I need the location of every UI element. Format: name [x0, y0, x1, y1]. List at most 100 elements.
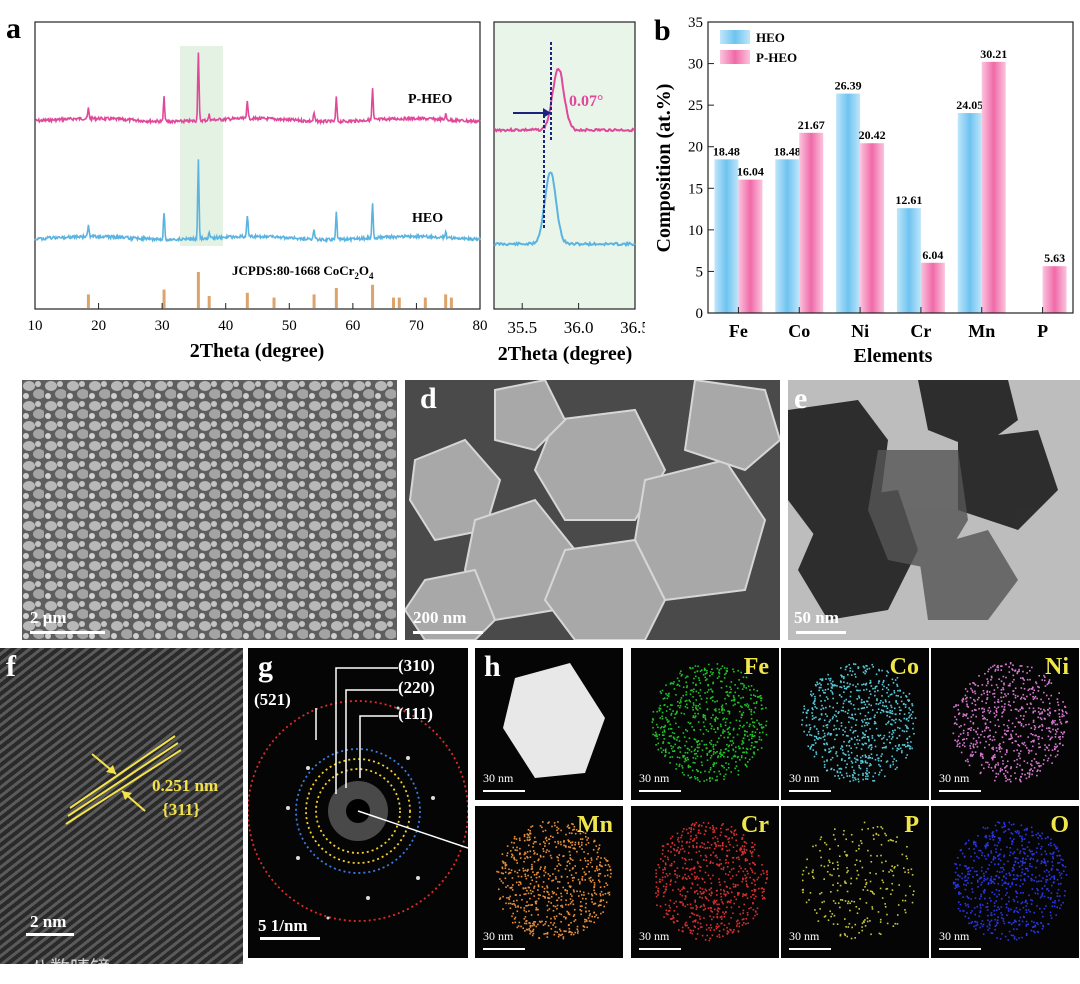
eds-scale-bar — [483, 790, 525, 792]
y-tick-label: 25 — [688, 98, 703, 114]
eds-scale-bar — [483, 948, 525, 950]
bar-y-ticks: 0 5 10 15 20 25 30 35 — [688, 15, 714, 322]
panel-letter-b: b — [654, 14, 671, 47]
bar-heo-co — [775, 159, 800, 313]
bar-value-label: 30.21 — [980, 47, 1007, 61]
y-tick-label: 10 — [688, 223, 703, 239]
sem-image-d: 200 nm — [405, 380, 780, 640]
bar-ylabel: Composition (at.%) — [653, 84, 675, 253]
scale-label-d: 200 nm — [413, 608, 467, 627]
reference-peak — [449, 297, 453, 308]
panel-letter-e: e — [794, 382, 808, 415]
bar-p-heo-p — [1042, 266, 1067, 313]
category-label: Cr — [910, 321, 931, 341]
shift-label: 0.07° — [569, 93, 603, 110]
eds-scale-bar — [639, 948, 681, 950]
sem-image-c: 2 μm — [22, 380, 397, 640]
reference-peak — [334, 288, 338, 308]
panel-letter-g: g — [258, 650, 273, 683]
saed-label-111: (111) — [398, 704, 433, 723]
zoom-x-tick-label: 35.5 — [507, 318, 537, 337]
bar-p-heo-fe — [738, 179, 763, 313]
reference-peak — [397, 297, 401, 308]
reference-peak — [444, 294, 448, 308]
eds-scale-bar — [789, 948, 831, 950]
watermark: 八数晴镜 — [30, 956, 110, 980]
scale-label-f: 2 nm — [30, 912, 67, 931]
bar-value-label: 24.05 — [956, 98, 983, 112]
eds-scale-bar — [639, 790, 681, 792]
x-tick-label: 70 — [409, 318, 424, 334]
reference-peak — [423, 297, 427, 308]
d-spacing-label: 0.251 nm — [152, 776, 219, 795]
xrd-zoom-plot: 0.07° 35.5 36.0 36.5 2Theta (degree) — [493, 21, 645, 365]
y-tick-label: 20 — [688, 140, 703, 156]
eds-scale-label: 30 nm — [483, 771, 514, 785]
y-tick-label: 35 — [688, 15, 703, 31]
xrd-x-ticks: 10 20 30 40 50 60 70 80 — [28, 303, 488, 334]
saed-label-521: (521) — [254, 690, 291, 709]
eds-scale-bar — [939, 948, 981, 950]
category-label: Ni — [851, 321, 869, 341]
legend-swatch-heo — [720, 30, 750, 44]
zoom-x-tick-label: 36.0 — [564, 318, 594, 337]
x-tick-label: 40 — [218, 318, 233, 334]
legend-label-p-heo: P-HEO — [756, 50, 797, 65]
eds-element-label: Fe — [743, 654, 769, 680]
eds-map-fe: Fe 30 nm — [631, 648, 779, 800]
bar-value-label: 5.63 — [1044, 251, 1065, 265]
bar-heo-fe — [714, 159, 739, 313]
scale-bar-c — [30, 631, 105, 634]
eds-element-label: P — [904, 812, 919, 838]
plane-label: {311} — [162, 800, 200, 819]
eds-element-label: O — [1050, 812, 1069, 838]
eds-scale-label: 30 nm — [939, 771, 970, 785]
p-heo-zoom-peak — [493, 67, 636, 133]
eds-scale-label: 30 nm — [483, 929, 514, 943]
x-tick-label: 30 — [155, 318, 170, 334]
bar-legend: HEO P-HEO — [720, 30, 797, 65]
heo-label: HEO — [412, 211, 443, 226]
reference-peak — [162, 289, 166, 308]
panel-letter-h: h — [484, 650, 501, 683]
eds-scale-bar — [939, 790, 981, 792]
bar-value-label: 6.04 — [922, 248, 943, 262]
reference-peaks — [86, 272, 453, 308]
reference-peak — [207, 296, 211, 308]
scale-bar-f — [26, 933, 74, 936]
saed-ring-310 — [295, 748, 421, 874]
eds-map-cr: Cr 30 nm — [631, 806, 779, 958]
legend-label-heo: HEO — [756, 30, 785, 45]
eds-map-mn: Mn 30 nm — [475, 806, 623, 958]
reference-peak — [196, 272, 200, 308]
bar-p-heo-mn — [981, 61, 1006, 314]
eds-map-p: P 30 nm — [781, 806, 929, 958]
eds-map-o: O 30 nm — [931, 806, 1079, 958]
saed-label-310: (310) — [398, 656, 435, 675]
x-tick-label: 50 — [282, 318, 297, 334]
panel-letter-a: a — [6, 12, 21, 45]
bar-x-ticks: Fe Co Ni Cr Mn P — [729, 307, 1048, 341]
x-tick-label: 10 — [28, 318, 43, 334]
bar-value-label: 12.61 — [895, 193, 922, 207]
bar-chart-frame — [707, 21, 1074, 314]
bar-xlabel: Elements — [854, 345, 933, 367]
shift-arrow-head — [543, 108, 551, 118]
tem-image-e: 50 nm — [788, 380, 1080, 640]
y-tick-label: 0 — [696, 306, 704, 322]
category-label: Co — [788, 321, 810, 341]
eds-scale-label: 30 nm — [789, 929, 820, 943]
bar-p-heo-cr — [920, 262, 945, 313]
category-label: P — [1037, 321, 1048, 341]
eds-element-label: Mn — [577, 812, 613, 838]
saed-ring-111 — [315, 768, 401, 854]
x-tick-label: 80 — [473, 318, 488, 334]
reference-label: JCPDS:80-1668 CoCr2O4 — [232, 263, 374, 281]
reference-peak — [392, 297, 396, 308]
reference-peak — [272, 297, 276, 308]
bar-value-label: 18.48 — [713, 144, 740, 158]
eds-scale-label: 30 nm — [639, 929, 670, 943]
bar-value-label: 18.48 — [774, 144, 801, 158]
xrd-zoom-xlabel: 2Theta (degree) — [498, 343, 633, 365]
bar-value-label: 20.42 — [859, 128, 886, 142]
